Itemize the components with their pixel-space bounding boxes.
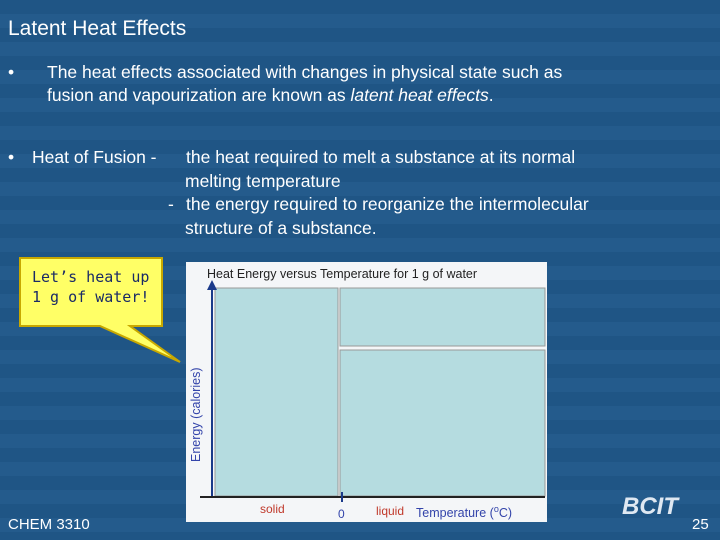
logo: BCIT xyxy=(622,493,680,520)
footer-course: CHEM 3310 xyxy=(8,516,90,533)
definition: the energy required to reorganize the in… xyxy=(186,194,589,214)
emphasis: latent heat effects xyxy=(350,85,489,105)
region xyxy=(339,287,546,347)
bullet-text: The heat effects associated with changes… xyxy=(47,62,563,82)
bullet-marker: • xyxy=(8,62,15,82)
region-label: liquid xyxy=(376,504,404,518)
superscript: o xyxy=(494,504,499,514)
text: C) xyxy=(499,506,512,520)
definition: structure of a substance. xyxy=(185,218,377,238)
term: Heat of Fusion - xyxy=(32,147,157,167)
figure-title: Heat Energy versus Temperature for 1 g o… xyxy=(207,267,477,281)
dash: - xyxy=(168,194,174,214)
x-label: Temperature (oC) xyxy=(416,504,512,520)
region-label: solid xyxy=(260,502,285,516)
arrow-head xyxy=(207,280,217,290)
region xyxy=(339,349,546,497)
definition: the heat required to melt a substance at… xyxy=(186,147,576,167)
region xyxy=(214,287,339,497)
callout-text: Let’s heat up 1 g of water! xyxy=(32,267,149,307)
text: fusion and vapourization are known as xyxy=(47,85,346,105)
slide-title: Latent Heat Effects xyxy=(8,17,187,40)
x-tick-label: 0 xyxy=(338,507,345,521)
text: . xyxy=(488,85,494,105)
page-number: 25 xyxy=(692,516,709,533)
text: Let’s heat up xyxy=(32,268,150,286)
text: Temperature ( xyxy=(416,506,495,520)
text: 1 g of water! xyxy=(32,288,150,306)
definition: melting temperature xyxy=(185,171,341,191)
bullet-text: fusion and vapourization are known as la… xyxy=(47,85,494,106)
bullet-marker: • xyxy=(8,147,15,167)
y-label: Energy (calories) xyxy=(189,368,203,462)
callout-box xyxy=(19,257,181,363)
